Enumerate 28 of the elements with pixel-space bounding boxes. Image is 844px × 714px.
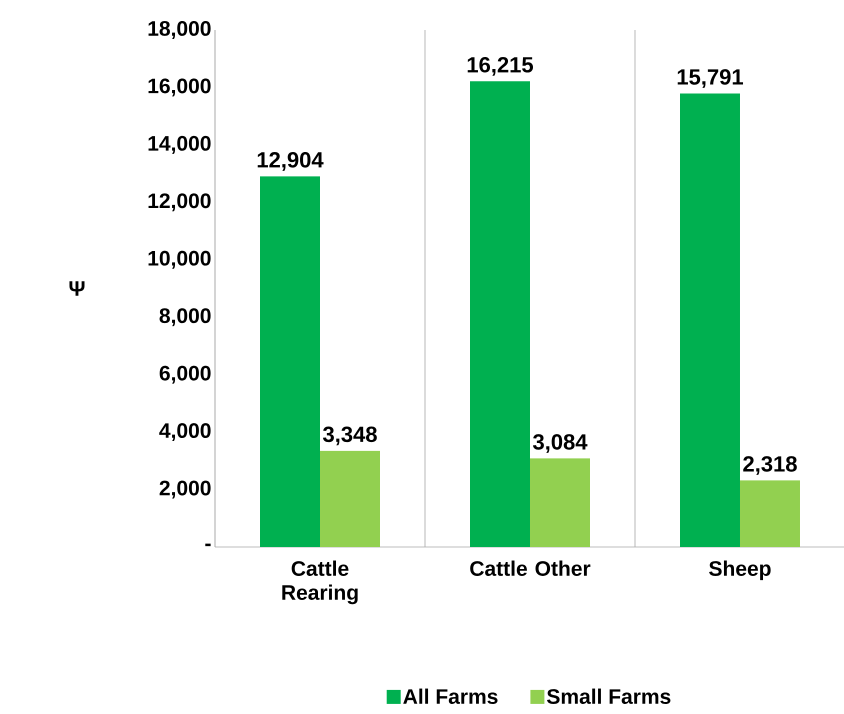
- legend-label: Small Farms: [547, 688, 670, 704]
- y-tick-label: 18,000: [148, 21, 211, 39]
- y-tick-label: 16,000: [148, 78, 211, 96]
- bar: [260, 176, 320, 547]
- y-tick-label: 10,000: [148, 250, 211, 269]
- data-label: 3,348: [322, 426, 377, 446]
- y-tick-label: 6,000: [160, 366, 211, 384]
- x-tick-label: Cattle Rearing: [282, 560, 358, 604]
- bar: [680, 93, 740, 547]
- data-label: 15,791: [678, 69, 744, 88]
- data-label: 2,318: [743, 456, 797, 475]
- legend-label: All Farms: [403, 688, 498, 704]
- y-tick-label: -: [205, 544, 211, 546]
- y-tick-label: 12,000: [148, 193, 211, 212]
- data-label: 16,215: [468, 56, 534, 76]
- bar: [530, 458, 590, 547]
- x-tick-label: Sheep: [709, 560, 771, 580]
- y-tick-label: 4,000: [159, 423, 211, 442]
- bar: [320, 450, 380, 547]
- y-tick-label: 14,000: [148, 136, 211, 154]
- bar: [740, 480, 800, 547]
- data-label: 12,904: [258, 152, 324, 171]
- y-axis-title: Ψ: [69, 281, 84, 296]
- y-tick-label: 8,000: [160, 308, 211, 326]
- y-tick-label: 2,000: [160, 480, 211, 498]
- x-tick-label: Cattle Other: [470, 560, 590, 576]
- bar: [470, 81, 530, 547]
- data-label: 3,084: [532, 434, 588, 453]
